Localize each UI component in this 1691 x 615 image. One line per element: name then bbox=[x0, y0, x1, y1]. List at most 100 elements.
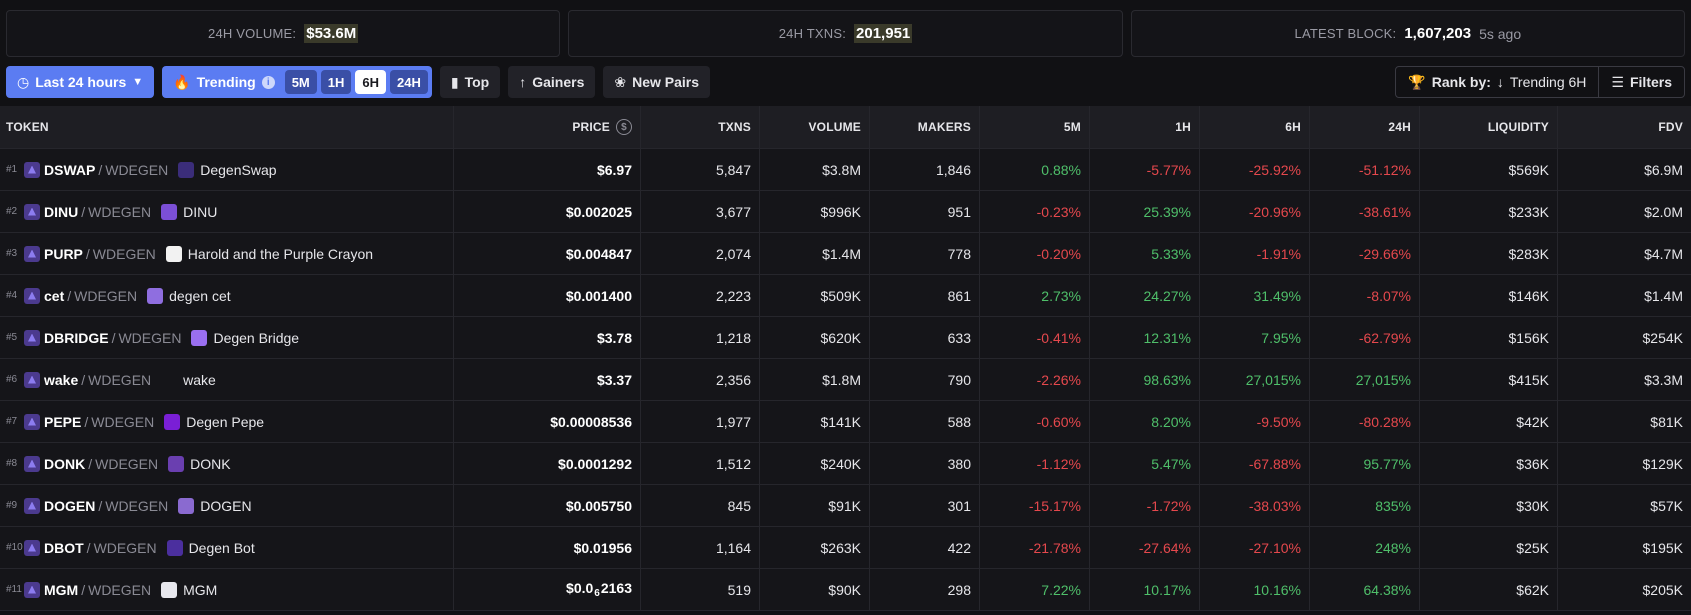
rank-by-dropdown[interactable]: 🏆 Rank by: ↓ Trending 6H bbox=[1396, 67, 1598, 97]
header-fdv[interactable]: FDV bbox=[1658, 120, 1683, 134]
cell-change-6h: -9.50% bbox=[1200, 401, 1310, 442]
cell-token: #10 DBOT / WDEGEN Degen Bot bbox=[0, 527, 454, 568]
cell-liquidity: $30K bbox=[1420, 485, 1558, 526]
cell-price: $6.97 bbox=[454, 149, 641, 190]
timeframe-tab[interactable]: 24H bbox=[390, 70, 428, 94]
chain-icon bbox=[24, 413, 40, 430]
cell-price: $0.062163 bbox=[454, 569, 641, 610]
table-row[interactable]: #8 DONK / WDEGEN DONK $0.0001292 1,512 $… bbox=[0, 443, 1691, 485]
timeframe-tab[interactable]: 5M bbox=[284, 70, 317, 94]
cell-fdv: $129K bbox=[1642, 455, 1683, 472]
rank-number: #5 bbox=[6, 332, 18, 343]
cell-change-6h: 31.49% bbox=[1200, 275, 1310, 316]
trending-label: Trending bbox=[196, 74, 256, 90]
header-1h[interactable]: 1H bbox=[1090, 106, 1200, 148]
token-symbol: DOGEN bbox=[44, 497, 96, 514]
cell-txns: 1,218 bbox=[641, 317, 760, 358]
header-24h[interactable]: 24H bbox=[1310, 106, 1420, 148]
bar-chart-icon: ▮ bbox=[450, 73, 459, 90]
cell-change-5m: -0.60% bbox=[980, 401, 1090, 442]
price-value: $0.062163 bbox=[566, 580, 632, 599]
cell-change-5m: 2.73% bbox=[980, 275, 1090, 316]
dollar-icon[interactable]: $ bbox=[616, 119, 632, 135]
gainers-button[interactable]: ↑ Gainers bbox=[508, 66, 596, 98]
cell-change-5m: -15.17% bbox=[980, 485, 1090, 526]
time-range-dropdown[interactable]: ◷ Last 24 hours ▼ bbox=[6, 66, 155, 98]
cell-token: #5 DBRIDGE / WDEGEN Degen Bridge bbox=[0, 317, 454, 358]
stat-24h-txns: 24H TXNS: 201,951 bbox=[568, 10, 1123, 57]
info-icon[interactable]: i bbox=[261, 75, 275, 89]
header-liquidity[interactable]: LIQUIDITY bbox=[1420, 106, 1558, 148]
token-logo-icon bbox=[178, 161, 195, 178]
table-row[interactable]: #9 DOGEN / WDEGEN DOGEN $0.005750 845 $9… bbox=[0, 485, 1691, 527]
cell-change-1h: 5.47% bbox=[1090, 443, 1200, 484]
table-row[interactable]: #7 PEPE / WDEGEN Degen Pepe $0.00008536 … bbox=[0, 401, 1691, 443]
filters-label: Filters bbox=[1629, 74, 1672, 90]
pair-separator: / bbox=[86, 539, 91, 556]
table-row[interactable]: #4 cet / WDEGEN degen cet $0.001400 2,22… bbox=[0, 275, 1691, 317]
token-name: degen cet bbox=[169, 287, 231, 304]
timeframe-tab[interactable]: 6H bbox=[355, 70, 387, 94]
cell-price: $0.001400 bbox=[454, 275, 641, 316]
token-logo-icon bbox=[164, 413, 181, 430]
quote-symbol: WDEGEN bbox=[92, 245, 156, 262]
cell-fdv: $195K bbox=[1642, 539, 1683, 556]
cell-change-24h: 64.38% bbox=[1310, 569, 1420, 610]
cell-price: $0.004847 bbox=[454, 233, 641, 274]
pair-separator: / bbox=[98, 161, 103, 178]
cell-fdv: $3.3M bbox=[1644, 371, 1683, 388]
timeframe-tab[interactable]: 1H bbox=[320, 70, 352, 94]
cell-change-6h: -27.10% bbox=[1200, 527, 1310, 568]
cell-txns: 2,356 bbox=[641, 359, 760, 400]
trophy-icon: 🏆 bbox=[1408, 73, 1426, 90]
sliders-icon: ☰ bbox=[1611, 73, 1624, 90]
stat-label: 24H TXNS: bbox=[778, 26, 847, 41]
cell-txns: 2,223 bbox=[641, 275, 760, 316]
cell-price: $0.00008536 bbox=[454, 401, 641, 442]
cell-txns: 2,074 bbox=[641, 233, 760, 274]
header-token[interactable]: TOKEN bbox=[0, 106, 454, 148]
table-row[interactable]: #6 wake / WDEGEN wake $3.37 2,356 $1.8M … bbox=[0, 359, 1691, 401]
pair-separator: / bbox=[81, 203, 86, 220]
top-button[interactable]: ▮ Top bbox=[439, 66, 501, 98]
flame-icon: 🔥 bbox=[173, 73, 191, 90]
new-pairs-button[interactable]: ❀ New Pairs bbox=[603, 66, 711, 98]
pair-separator: / bbox=[67, 287, 72, 304]
header-volume[interactable]: VOLUME bbox=[760, 106, 870, 148]
cell-fdv: $1.4M bbox=[1644, 287, 1683, 304]
header-txns[interactable]: TXNS bbox=[641, 106, 760, 148]
cell-price: $0.002025 bbox=[454, 191, 641, 232]
cell-change-1h: 5.33% bbox=[1090, 233, 1200, 274]
token-name: wake bbox=[183, 371, 216, 388]
header-6h[interactable]: 6H bbox=[1200, 106, 1310, 148]
new-pairs-label: New Pairs bbox=[632, 74, 700, 90]
quote-symbol: WDEGEN bbox=[91, 413, 155, 430]
cell-token: #9 DOGEN / WDEGEN DOGEN bbox=[0, 485, 454, 526]
table-row[interactable]: #3 PURP / WDEGEN Harold and the Purple C… bbox=[0, 233, 1691, 275]
cell-volume: $91K bbox=[760, 485, 870, 526]
rank-number: #1 bbox=[6, 164, 18, 175]
table-row[interactable]: #5 DBRIDGE / WDEGEN Degen Bridge $3.78 1… bbox=[0, 317, 1691, 359]
header-makers[interactable]: MAKERS bbox=[870, 106, 980, 148]
cell-change-6h: 7.95% bbox=[1200, 317, 1310, 358]
token-logo-icon bbox=[147, 287, 164, 304]
token-table: TOKEN PRICE $ TXNS VOLUME MAKERS 5M 1H 6… bbox=[0, 106, 1691, 611]
table-row[interactable]: #1 DSWAP / WDEGEN DegenSwap $6.97 5,847 … bbox=[0, 149, 1691, 191]
table-row[interactable]: #2 DINU / WDEGEN DINU $0.002025 3,677 $9… bbox=[0, 191, 1691, 233]
pair-separator: / bbox=[85, 245, 90, 262]
filters-button[interactable]: ☰ Filters bbox=[1598, 67, 1684, 97]
table-row[interactable]: #10 DBOT / WDEGEN Degen Bot $0.01956 1,1… bbox=[0, 527, 1691, 569]
chain-icon bbox=[24, 581, 40, 598]
table-row[interactable]: #11 MGM / WDEGEN MGM $0.062163 519 $90K … bbox=[0, 569, 1691, 611]
stat-value: $53.6M bbox=[304, 24, 359, 43]
cell-change-24h: -38.61% bbox=[1310, 191, 1420, 232]
cell-makers: 790 bbox=[870, 359, 980, 400]
cell-change-24h: -62.79% bbox=[1310, 317, 1420, 358]
chain-icon bbox=[24, 455, 40, 472]
cell-liquidity: $36K bbox=[1420, 443, 1558, 484]
rank-by-value: Trending 6H bbox=[1509, 74, 1587, 90]
header-5m[interactable]: 5M bbox=[980, 106, 1090, 148]
cell-makers: 298 bbox=[870, 569, 980, 610]
trending-group[interactable]: 🔥 Trending i 5M 1H 6H 24H bbox=[162, 66, 432, 98]
header-price[interactable]: PRICE $ bbox=[454, 106, 641, 148]
